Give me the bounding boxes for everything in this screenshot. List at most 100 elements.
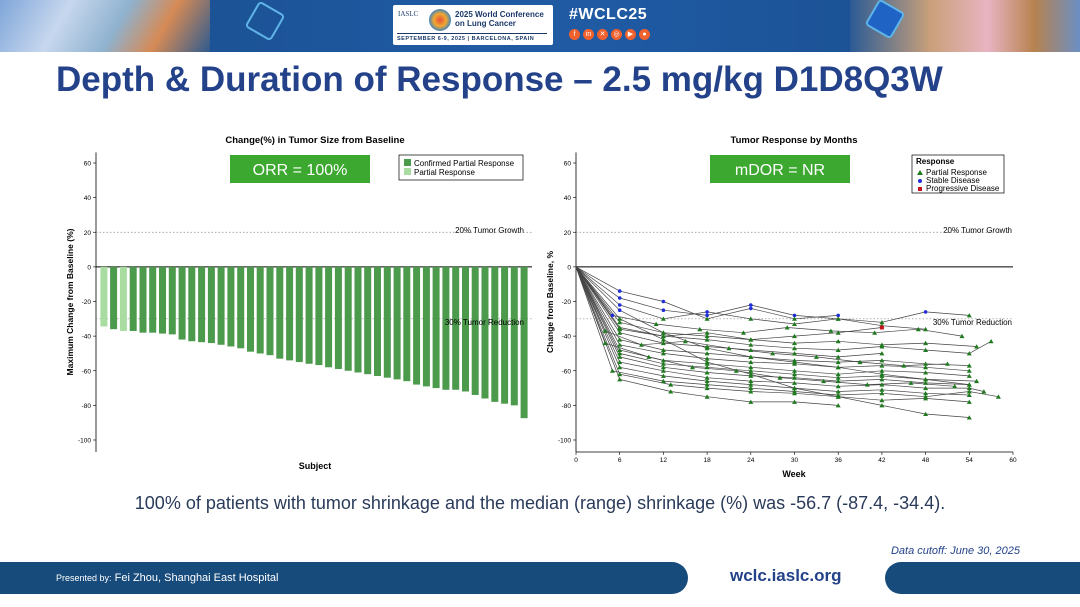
waterfall-bar bbox=[207, 266, 215, 344]
barcelona-photo-left bbox=[0, 0, 210, 52]
spider-ylabel: Change from Baseline, % bbox=[545, 251, 555, 353]
pr-marker bbox=[660, 330, 666, 335]
youtube-icon[interactable]: ▶ bbox=[625, 29, 636, 40]
slide-title: Depth & Duration of Response – 2.5 mg/kg… bbox=[56, 60, 943, 99]
conference-url[interactable]: wclc.iaslc.org bbox=[730, 566, 842, 585]
pr-marker bbox=[908, 380, 914, 385]
pr-marker bbox=[660, 337, 666, 342]
reduction-ref-label: 30% Tumor Reduction bbox=[445, 318, 524, 327]
waterfall-bar bbox=[149, 266, 157, 333]
waterfall-bar bbox=[501, 266, 509, 404]
conference-logo-box: IASLC 2025 World Conference on Lung Canc… bbox=[393, 5, 553, 45]
x-tick-label: 18 bbox=[703, 457, 711, 464]
legend-label-confirmed: Confirmed Partial Response bbox=[414, 159, 515, 168]
instagram-icon[interactable]: ◎ bbox=[611, 29, 622, 40]
pr-marker bbox=[923, 391, 929, 396]
y-tick-label: 40 bbox=[564, 195, 572, 202]
patient-line bbox=[575, 266, 970, 385]
waterfall-bar bbox=[393, 266, 401, 380]
y-tick-label: -60 bbox=[562, 368, 572, 375]
waterfall-bar bbox=[403, 266, 411, 382]
facebook-icon[interactable]: f bbox=[569, 29, 580, 40]
pr-marker bbox=[879, 371, 885, 377]
pr-marker bbox=[704, 359, 710, 365]
linkedin-icon[interactable]: in bbox=[583, 29, 594, 40]
pr-marker bbox=[879, 387, 885, 392]
pr-marker bbox=[995, 394, 1001, 399]
sd-marker bbox=[923, 310, 928, 314]
pr-marker bbox=[966, 382, 972, 387]
waterfall-bar bbox=[422, 266, 430, 387]
waterfall-bar bbox=[481, 266, 489, 399]
waterfall-bar bbox=[520, 266, 528, 419]
mdor-badge bbox=[710, 155, 850, 183]
presented-by-label: Presented by: bbox=[56, 573, 112, 583]
waterfall-bar bbox=[276, 266, 284, 359]
pr-marker bbox=[646, 354, 652, 359]
pr-marker bbox=[966, 392, 972, 397]
patient-line bbox=[575, 266, 970, 396]
pr-marker bbox=[879, 351, 885, 356]
patient-line bbox=[575, 266, 970, 377]
pr-marker bbox=[704, 333, 710, 339]
sd-marker bbox=[661, 308, 666, 313]
pr-marker bbox=[704, 370, 710, 375]
pr-marker bbox=[828, 328, 834, 333]
data-cutoff: Data cutoff: June 30, 2025 bbox=[890, 545, 1020, 557]
mdor-badge-text: mDOR = NR bbox=[735, 162, 825, 179]
pr-marker bbox=[777, 375, 783, 380]
waterfall-bar bbox=[110, 266, 118, 330]
pr-marker bbox=[923, 347, 929, 352]
pr-marker bbox=[864, 382, 870, 387]
social-icons: f in ✕ ◎ ▶ ● bbox=[569, 29, 650, 40]
waterfall-bar bbox=[119, 266, 127, 331]
y-tick-label: 60 bbox=[84, 161, 92, 168]
pr-marker bbox=[879, 320, 885, 325]
x-tick-label: 12 bbox=[660, 457, 668, 464]
y-tick-label: -80 bbox=[82, 403, 92, 410]
wechat-icon[interactable]: ● bbox=[639, 29, 650, 40]
pr-marker bbox=[835, 365, 841, 370]
pr-marker bbox=[966, 415, 972, 420]
pr-marker bbox=[901, 363, 907, 368]
pr-marker bbox=[660, 358, 666, 363]
legend-title: Response bbox=[916, 157, 955, 166]
y-tick-label: -100 bbox=[78, 438, 91, 445]
conference-name: 2025 World Conference on Lung Cancer bbox=[455, 10, 544, 28]
pr-marker bbox=[792, 371, 797, 377]
patient-line bbox=[575, 266, 882, 340]
x-icon[interactable]: ✕ bbox=[597, 29, 608, 40]
waterfall-bar bbox=[129, 266, 137, 331]
legend-marker-pd bbox=[918, 187, 922, 191]
x-tick-label: 24 bbox=[747, 457, 755, 464]
pr-marker bbox=[660, 373, 666, 378]
spider-chart: Tumor Response by Months mDOR = NR Respo… bbox=[545, 135, 1017, 479]
pr-marker bbox=[617, 371, 623, 377]
waterfall-bar bbox=[286, 266, 294, 361]
pr-marker bbox=[879, 403, 885, 408]
pr-marker bbox=[959, 333, 965, 339]
y-tick-label: -100 bbox=[558, 438, 571, 445]
pr-marker bbox=[835, 347, 841, 352]
pr-marker bbox=[966, 399, 972, 404]
y-tick-label: -40 bbox=[562, 334, 572, 341]
pr-marker bbox=[923, 365, 929, 370]
waterfall-xlabel: Subject bbox=[299, 461, 332, 471]
patient-line bbox=[575, 266, 970, 323]
pr-marker bbox=[821, 378, 827, 384]
pr-marker bbox=[748, 378, 754, 384]
pr-marker bbox=[617, 347, 623, 352]
pr-marker bbox=[660, 368, 666, 373]
legend-label-pd: Progressive Disease bbox=[926, 184, 1000, 193]
pr-marker bbox=[704, 382, 710, 387]
pr-marker bbox=[923, 411, 929, 416]
pr-marker bbox=[660, 340, 666, 346]
waterfall-bar bbox=[383, 266, 391, 378]
pr-marker bbox=[835, 394, 841, 399]
pr-marker bbox=[966, 313, 972, 318]
pr-marker bbox=[879, 391, 885, 396]
waterfall-bar bbox=[413, 266, 421, 385]
pr-marker bbox=[792, 391, 797, 396]
pr-marker bbox=[879, 368, 885, 373]
